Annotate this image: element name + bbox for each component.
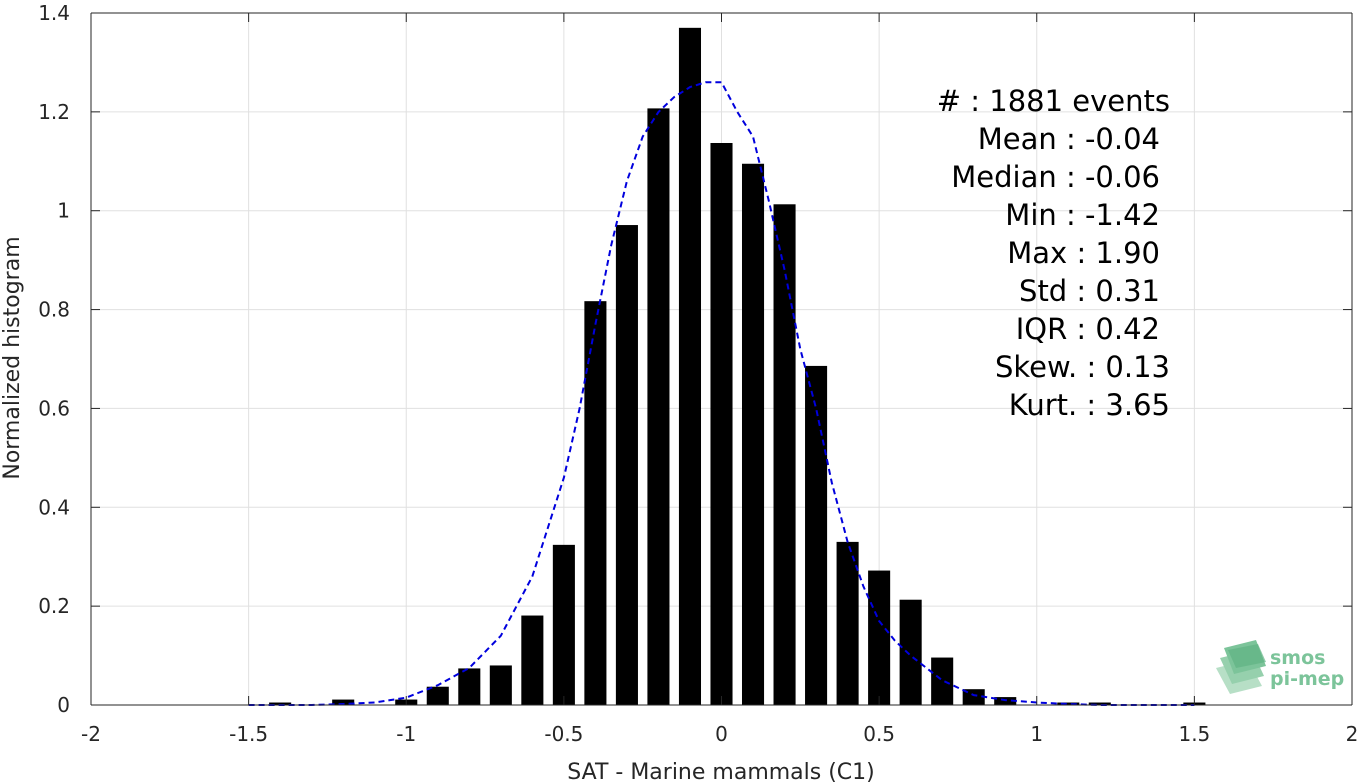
x-tick-label: -0.5 — [544, 722, 583, 746]
x-tick-label: 1 — [1030, 722, 1043, 746]
stat-line: Median : -0.06 — [951, 160, 1160, 194]
y-tick-label: 0 — [57, 693, 70, 717]
histogram-bar — [647, 108, 670, 705]
y-tick-label: 0.2 — [38, 594, 70, 618]
y-tick-label: 1 — [57, 199, 70, 223]
x-tick-label: 0 — [715, 722, 728, 746]
histogram-bar — [836, 541, 859, 705]
histogram-bar — [868, 570, 891, 705]
stat-line: IQR : 0.42 — [1016, 312, 1160, 346]
histogram-bar — [805, 365, 828, 705]
fit-curve-line — [248, 81, 1195, 706]
stat-line: Max : 1.90 — [1007, 236, 1160, 270]
x-tick-label: 1.5 — [1178, 722, 1210, 746]
y-axis-label: Normalized histogram — [0, 236, 25, 479]
logo-emblem-icon — [1216, 640, 1266, 694]
histogram-bar — [1057, 702, 1080, 705]
stat-line: Min : -1.42 — [1005, 198, 1160, 232]
stat-line: Std : 0.31 — [1019, 274, 1160, 308]
histogram-bar — [332, 699, 355, 705]
stat-line: Kurt. : 3.65 — [1009, 388, 1170, 422]
histogram-bars — [269, 27, 1206, 706]
stat-line: Skew. : 0.13 — [995, 350, 1170, 384]
histogram-bar — [489, 665, 512, 705]
histogram-bar — [678, 27, 702, 706]
histogram-bar — [931, 657, 954, 705]
histogram-bar — [521, 615, 544, 705]
tick-labels: -2 -1.5 -1 -0.5 0 0.5 1 1.5 2 0 0.2 0.4 0.6 0.8 1 1.2 1.… — [38, 1, 1358, 746]
x-tick-label: 2 — [1346, 722, 1359, 746]
x-axis-label: SAT - Marine mammals (C1) — [567, 760, 875, 784]
logo-line2: pi-mep — [1270, 668, 1344, 690]
y-tick-label: 0.6 — [38, 396, 70, 420]
y-tick-label: 1.2 — [38, 100, 70, 124]
histogram-bar — [1088, 702, 1111, 705]
x-tick-label: -1 — [396, 722, 416, 746]
histogram-bar — [269, 702, 292, 705]
stat-line: # : 1881 events — [937, 84, 1170, 118]
histogram-bar — [584, 301, 607, 705]
histogram-bar — [458, 668, 481, 705]
histogram-bar — [962, 689, 985, 705]
histogram-bar — [741, 163, 765, 705]
y-tick-label: 0.4 — [38, 495, 70, 519]
axes — [90, 12, 1353, 706]
fit-curve-group — [248, 81, 1195, 706]
stats-box: # : 1881 events Mean : -0.04 Median : -0.0… — [937, 84, 1170, 422]
histogram-bar — [615, 225, 638, 705]
y-tick-label: 0.8 — [38, 298, 70, 322]
histogram-bar — [552, 544, 575, 705]
logo-line1: smos — [1270, 647, 1325, 669]
histogram-bar — [773, 204, 796, 705]
smos-pi-mep-logo: smos pi-mep — [1216, 640, 1344, 694]
x-tick-label: 0.5 — [863, 722, 895, 746]
x-tick-label: -2 — [81, 722, 101, 746]
x-tick-label: -1.5 — [229, 722, 268, 746]
histogram-bar — [710, 142, 733, 706]
histogram-bar — [899, 599, 922, 705]
stat-line: Mean : -0.04 — [978, 122, 1160, 156]
histogram-bar — [426, 686, 449, 705]
y-tick-label: 1.4 — [38, 1, 70, 25]
